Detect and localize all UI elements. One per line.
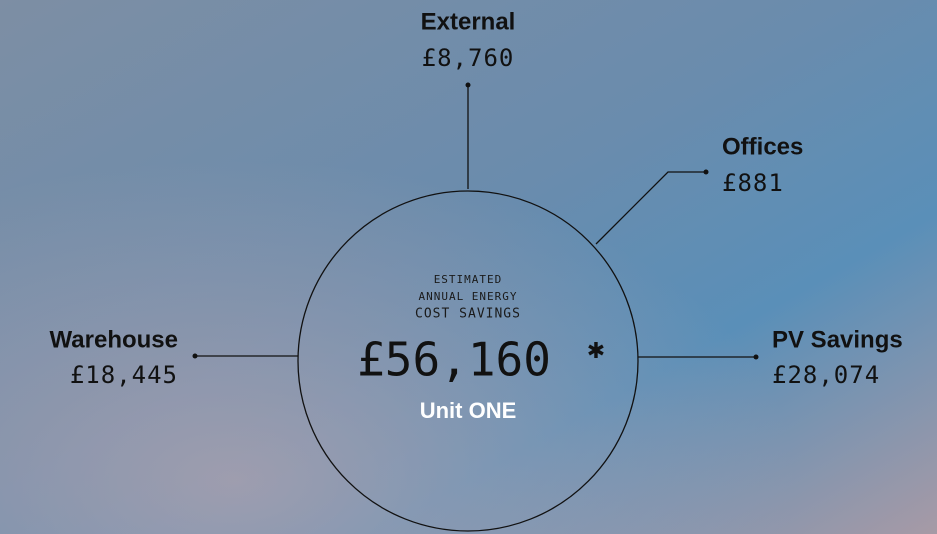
node-amount: £8,760: [422, 44, 515, 72]
background-glow: [0, 0, 937, 534]
caption-line: ESTIMATED: [434, 273, 503, 286]
connector-dot: [754, 355, 759, 360]
connector-dot: [704, 170, 709, 175]
node-amount: £881: [722, 169, 784, 197]
node-amount: £18,445: [70, 361, 178, 389]
node-amount: £28,074: [772, 361, 880, 389]
node-label: Warehouse: [50, 326, 178, 353]
connector-dot: [466, 83, 471, 88]
connector-dot: [193, 354, 198, 359]
node-label: External: [421, 8, 516, 35]
unit-name: Unit ONE: [420, 398, 517, 423]
total-savings: £56,160: [357, 333, 551, 387]
footnote-mark: ✱: [587, 338, 605, 363]
node-label: PV Savings: [772, 326, 903, 353]
page: External £8,760 Offices £881 Warehouse £…: [0, 0, 937, 534]
caption-line: ANNUAL ENERGY: [418, 290, 517, 303]
node-label: Offices: [722, 133, 803, 160]
infographic: External £8,760 Offices £881 Warehouse £…: [0, 0, 937, 534]
caption-line: COST SAVINGS: [415, 307, 521, 322]
